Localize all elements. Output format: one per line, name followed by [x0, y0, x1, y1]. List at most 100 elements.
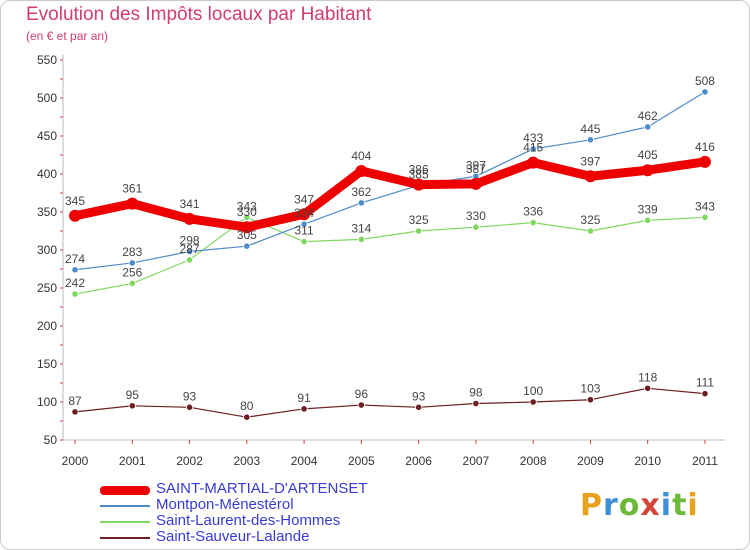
series-point-2 [586, 227, 595, 235]
series-point-0 [641, 164, 654, 177]
series-point-3 [415, 403, 423, 411]
legend-label: Saint-Laurent-des-Hommes [156, 512, 341, 529]
series-point-3 [586, 396, 595, 404]
y-tick-label: 450 [37, 129, 57, 143]
legend-swatch [100, 485, 150, 495]
data-label: 274 [65, 252, 85, 266]
data-label: 325 [580, 213, 600, 227]
series-point-0 [183, 212, 196, 225]
y-tick-label: 250 [37, 281, 57, 295]
data-label: 405 [638, 148, 658, 162]
data-label: 330 [466, 209, 486, 223]
data-label: 91 [297, 391, 311, 405]
data-label: 103 [580, 382, 600, 396]
data-label: 345 [65, 194, 85, 208]
series-point-3 [472, 399, 480, 408]
series-point-1 [357, 199, 365, 207]
data-label: 330 [237, 205, 257, 219]
series-point-3 [243, 413, 251, 421]
series-point-2 [185, 256, 194, 264]
data-label: 385 [409, 167, 429, 181]
series-point-0 [126, 197, 139, 210]
y-tick-label: 500 [37, 91, 57, 105]
data-label: 283 [122, 245, 142, 259]
data-label: 387 [466, 162, 486, 176]
data-label: 98 [469, 386, 483, 400]
series-point-3 [185, 403, 194, 411]
data-label: 508 [695, 74, 715, 88]
y-tick-label: 550 [37, 53, 57, 67]
data-label: 347 [294, 192, 314, 206]
series-point-0 [69, 209, 81, 222]
series-point-0 [469, 177, 482, 190]
series-line-3 [74, 387, 706, 418]
x-tick-label: 2010 [634, 454, 661, 468]
series-point-3 [644, 384, 652, 392]
series-point-3 [300, 405, 308, 413]
data-label: 242 [65, 276, 85, 290]
legend-item: Saint-Sauveur-Lalande [100, 528, 430, 546]
series-point-0 [698, 155, 711, 168]
data-label: 100 [523, 384, 543, 398]
series-point-3 [128, 402, 136, 410]
series-point-2 [243, 213, 251, 221]
data-label: 433 [523, 131, 543, 145]
data-label: 445 [580, 122, 600, 136]
series-point-2 [529, 219, 537, 227]
data-label: 93 [183, 389, 197, 403]
legend-label: Saint-Sauveur-Lalande [156, 528, 310, 545]
legend-label: Montpon-Ménestérol [156, 496, 294, 513]
data-label: 311 [295, 224, 314, 238]
chart-subtitle: (en € et par an) [26, 29, 109, 43]
chart-title: Evolution des Impôts locaux par Habitant [26, 4, 372, 25]
y-tick-label: 300 [37, 243, 57, 257]
series-point-0 [412, 178, 425, 191]
data-label: 343 [695, 199, 715, 213]
data-label: 397 [580, 154, 600, 168]
y-tick-label: 100 [37, 395, 57, 409]
data-label: 305 [237, 228, 257, 242]
series-point-0 [527, 156, 540, 169]
series-point-1 [243, 242, 251, 250]
data-label: 325 [409, 213, 429, 227]
data-label: 343 [237, 199, 257, 213]
data-label: 287 [180, 242, 200, 256]
series-point-2 [357, 235, 365, 243]
series-point-1 [128, 259, 136, 267]
series-point-3 [529, 398, 537, 406]
series-line-1 [74, 91, 706, 271]
series-point-1 [586, 136, 595, 144]
data-label: 96 [355, 387, 369, 401]
series-line-0 [70, 157, 710, 232]
series-point-1 [71, 266, 79, 274]
proxiti-logo: Proxiti [580, 488, 699, 523]
data-label: 361 [122, 182, 142, 196]
legend-item: SAINT-MARTIAL-D'ARTENSET [100, 480, 430, 498]
y-tick-label: 400 [37, 167, 57, 181]
series-point-1 [185, 247, 194, 256]
x-tick-label: 2004 [291, 454, 318, 468]
data-label: 397 [466, 158, 486, 172]
data-label: 314 [351, 221, 371, 235]
series-point-2 [71, 290, 79, 298]
x-tick-label: 2001 [119, 454, 146, 468]
legend-item: Saint-Laurent-des-Hommes [100, 512, 430, 530]
series-point-0 [240, 221, 253, 234]
legend-swatch [100, 537, 150, 539]
x-tick-label: 2006 [405, 454, 432, 468]
series-point-2 [472, 223, 480, 231]
series-point-0 [355, 164, 368, 177]
series-point-1 [701, 88, 709, 96]
data-label: 404 [351, 149, 371, 163]
data-label: 80 [240, 399, 254, 413]
data-label: 362 [351, 185, 371, 199]
y-tick-label: 50 [44, 433, 58, 447]
series-point-2 [644, 216, 652, 224]
x-tick-label: 2008 [520, 454, 547, 468]
legend-label: SAINT-MARTIAL-D'ARTENSET [156, 480, 368, 497]
x-tick-label: 2011 [692, 454, 718, 468]
x-tick-label: 2002 [176, 454, 203, 468]
data-label: 111 [696, 376, 715, 390]
y-tick-label: 150 [37, 357, 57, 371]
